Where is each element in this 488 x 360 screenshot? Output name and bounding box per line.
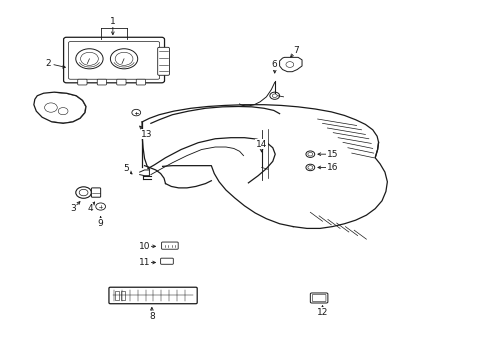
FancyBboxPatch shape [97,79,106,85]
FancyBboxPatch shape [312,294,325,302]
Text: 1: 1 [110,17,116,26]
Text: 14: 14 [255,140,267,149]
Text: 3: 3 [70,204,76,213]
FancyBboxPatch shape [158,47,169,75]
FancyBboxPatch shape [161,242,178,249]
FancyBboxPatch shape [310,293,327,303]
FancyBboxPatch shape [63,37,164,83]
Bar [115,291,119,300]
Bar [121,291,125,300]
FancyBboxPatch shape [109,287,197,304]
Text: 2: 2 [45,59,51,68]
FancyBboxPatch shape [91,188,101,197]
Text: 15: 15 [326,150,337,159]
Text: 9: 9 [98,219,103,228]
Text: 11: 11 [139,258,150,267]
FancyBboxPatch shape [117,79,126,85]
FancyBboxPatch shape [136,79,145,85]
Text: 7: 7 [293,46,299,55]
Text: 8: 8 [149,312,154,321]
Text: 5: 5 [123,164,129,173]
FancyBboxPatch shape [68,41,159,79]
FancyBboxPatch shape [160,258,173,264]
Text: 16: 16 [326,163,337,172]
Text: 4: 4 [87,204,93,213]
Text: 13: 13 [141,130,152,139]
Text: 12: 12 [316,308,327,317]
Circle shape [258,141,264,147]
FancyBboxPatch shape [78,79,87,85]
Text: 6: 6 [271,60,277,69]
Text: 10: 10 [139,242,150,251]
